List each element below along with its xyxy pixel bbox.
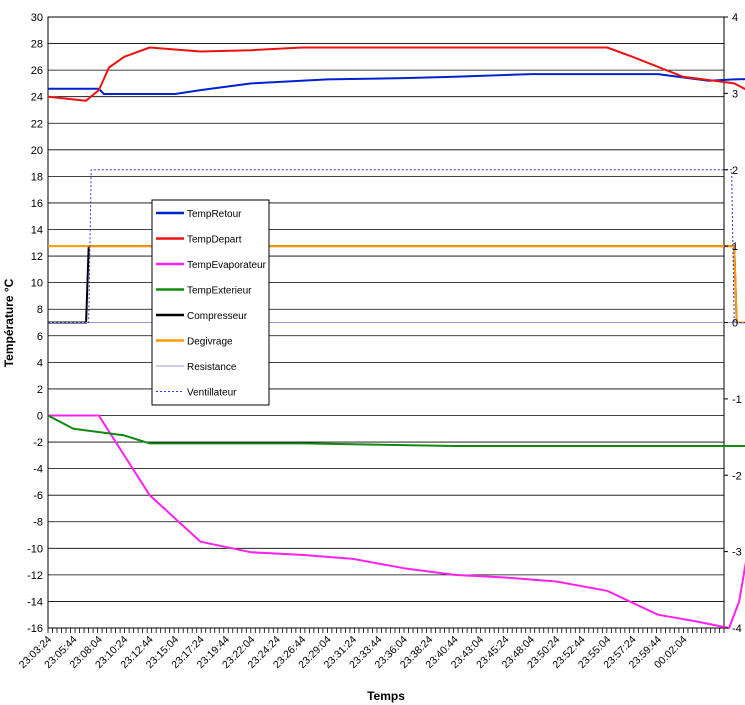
y-tick-label: -6 bbox=[33, 490, 43, 502]
legend-label: Ventillateur bbox=[187, 388, 237, 399]
series-line-tempexterieur bbox=[47, 414, 745, 447]
y-tick-label: 8 bbox=[37, 304, 43, 316]
series-lines bbox=[47, 46, 745, 629]
y-tick-label: 26 bbox=[31, 65, 43, 77]
y-tick-label: 18 bbox=[31, 171, 43, 183]
y-tick-label: 6 bbox=[37, 331, 43, 343]
y2-tick-label: -1 bbox=[732, 394, 742, 406]
x-minor-ticks bbox=[47, 628, 725, 633]
legend-label: TempRetour bbox=[187, 209, 242, 220]
y2-tick-label: -3 bbox=[732, 547, 742, 559]
legend-label: Resistance bbox=[187, 362, 237, 373]
y-tick-label: 24 bbox=[31, 92, 43, 104]
y-tick-label: 28 bbox=[31, 39, 43, 51]
y-tick-label: 30 bbox=[31, 12, 43, 24]
x-axis-ticks: 23:03:2423:05:4423:08:0423:10:2423:12:44… bbox=[17, 628, 725, 671]
y-tick-label: 16 bbox=[31, 198, 43, 210]
y2-tick-label: 2 bbox=[732, 165, 738, 177]
y-tick-label: 10 bbox=[31, 278, 43, 290]
legend-label: TempEvaporateur bbox=[187, 260, 267, 271]
series-line-ventillateur bbox=[48, 169, 745, 323]
y-tick-label: 4 bbox=[37, 357, 43, 369]
y2-tick-label: 1 bbox=[732, 241, 738, 253]
y2-tick-label: -2 bbox=[732, 470, 742, 482]
y-tick-label: -4 bbox=[33, 464, 43, 476]
y-tick-label: -2 bbox=[33, 437, 43, 449]
series-line-tempdepart bbox=[47, 46, 745, 102]
y-tick-label: -16 bbox=[27, 623, 43, 635]
series-line-tempevaporateur bbox=[48, 414, 745, 629]
y2-tick-label: -4 bbox=[732, 623, 742, 635]
y-tick-label: 22 bbox=[31, 118, 43, 130]
series-line-tempretour bbox=[48, 73, 745, 95]
legend-label: Degivrage bbox=[187, 337, 233, 348]
y2-axis-ticks: 4 3 2 1 0 -1 -2 -3 -4 bbox=[724, 12, 742, 635]
y-tick-label: 20 bbox=[31, 145, 43, 157]
y-tick-label: -10 bbox=[27, 543, 43, 555]
legend-label: TempExterieur bbox=[187, 286, 252, 297]
y2-tick-label: 3 bbox=[732, 88, 738, 100]
y-axis-ticks: 302826242220181614121086420-2-4-6-8-10-1… bbox=[27, 12, 43, 635]
legend-label: Compresseur bbox=[187, 311, 248, 322]
y2-tick-label: 0 bbox=[732, 318, 738, 330]
y-axis-title: Température °C bbox=[2, 278, 16, 367]
y2-tick-label: 4 bbox=[732, 12, 738, 24]
legend-label: TempDepart bbox=[187, 235, 242, 246]
y-tick-label: 0 bbox=[37, 410, 43, 422]
y-tick-label: 12 bbox=[31, 251, 43, 263]
y-tick-label: -14 bbox=[27, 596, 43, 608]
y-tick-label: 14 bbox=[31, 225, 43, 237]
y-tick-label: 2 bbox=[37, 384, 43, 396]
y-tick-label: -12 bbox=[27, 570, 43, 582]
legend-box bbox=[151, 199, 270, 406]
legend: TempRetour TempDepart TempEvaporateur TempE… bbox=[151, 199, 270, 406]
series-line-degivrage bbox=[48, 245, 745, 324]
y-tick-label: -8 bbox=[33, 517, 43, 529]
x-axis-title: Temps bbox=[367, 689, 405, 703]
